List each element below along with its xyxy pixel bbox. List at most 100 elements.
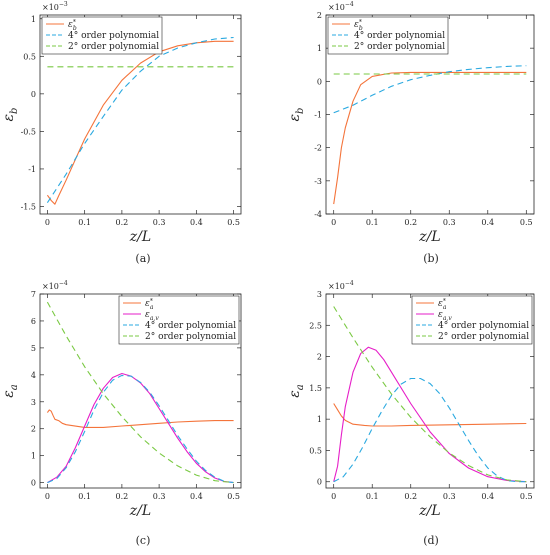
- x-tick-label: 0.5: [227, 492, 240, 501]
- series-line-1: [333, 65, 527, 114]
- legend-entry-label: 2° order polynomial: [68, 42, 159, 52]
- panel-caption: (d): [423, 534, 439, 547]
- axis-exponent-label: ×10−4: [328, 1, 354, 12]
- legend-entry-label: εa,v: [145, 310, 159, 322]
- legend-entry-label: ε* b: [68, 19, 77, 32]
- x-tick-label: 0: [331, 492, 336, 501]
- x-tick-label: 0.4: [481, 218, 494, 227]
- y-tick-label: -3: [314, 177, 322, 186]
- y-tick-label: 2: [31, 425, 36, 434]
- y-axis-label: εb: [287, 108, 306, 122]
- x-tick-label: 0.2: [116, 492, 129, 501]
- legend-entry-label: ε* a: [438, 298, 447, 311]
- series-line-2: [47, 374, 234, 484]
- y-axis-label: εa: [287, 384, 306, 398]
- x-axis-label: z/L: [129, 503, 151, 519]
- x-tick-label: 0: [45, 218, 50, 227]
- y-tick-label: 0: [31, 90, 36, 99]
- y-tick-label: 3: [317, 290, 322, 299]
- y-tick-label: 7: [31, 290, 36, 299]
- axis-exponent-label: ×10−4: [42, 280, 68, 291]
- x-tick-label: 0.3: [443, 492, 456, 501]
- y-tick-label: -1.5: [21, 202, 36, 211]
- y-tick-label: -2: [314, 144, 322, 153]
- y-tick-label: 0.5: [23, 52, 36, 61]
- y-tick-label: 0: [31, 479, 36, 488]
- y-tick-label: 1.5: [309, 384, 322, 393]
- chart-panel-3: 0 0.1 0.2 0.3 0.4 0.5 0 0.5 1 1.5 2 2.5 3 ×10−4 ε* aεa,…: [287, 280, 535, 547]
- legend-entry-label: 2° order polynomial: [438, 332, 529, 342]
- axis-exponent-label: ×10−4: [328, 280, 354, 291]
- x-tick-label: 0.2: [404, 492, 417, 501]
- x-tick-label: 0.5: [520, 492, 533, 501]
- legend-entry-label: 4° order polynomial: [145, 321, 236, 331]
- y-tick-label: -1: [314, 111, 322, 120]
- y-axis-label: εa: [1, 384, 20, 398]
- series-line-3: [46, 301, 234, 484]
- x-tick-label: 0.3: [443, 218, 456, 227]
- y-tick-label: -0.5: [21, 127, 36, 136]
- y-tick-label: 2.5: [309, 321, 322, 330]
- legend-entry-label: ε* a: [145, 298, 154, 311]
- y-tick-label: -4: [314, 210, 322, 219]
- x-tick-label: 0.4: [190, 218, 203, 227]
- x-tick-label: 0.3: [153, 492, 166, 501]
- y-tick-label: 1: [31, 452, 36, 461]
- series-line-0: [46, 409, 234, 428]
- y-tick-label: -1: [28, 165, 36, 174]
- x-tick-label: 0.5: [520, 218, 533, 227]
- legend-entry-label: εa,v: [438, 310, 452, 322]
- legend-entry-label: ε* b: [354, 19, 363, 32]
- legend-entry-label: 4° order polynomial: [354, 31, 445, 41]
- y-tick-label: 0: [317, 77, 322, 86]
- series-line-0: [333, 71, 527, 205]
- y-tick-label: 1: [317, 415, 322, 424]
- x-tick-label: 0.5: [227, 218, 240, 227]
- panel-caption: (a): [135, 252, 150, 265]
- x-tick-label: 0.4: [481, 492, 494, 501]
- y-tick-label: 1: [317, 44, 322, 53]
- x-axis-label: z/L: [129, 229, 151, 245]
- y-tick-label: 2: [317, 353, 322, 362]
- y-tick-label: 0: [317, 478, 322, 487]
- x-tick-label: 0.1: [78, 492, 91, 501]
- x-tick-label: 0: [331, 218, 336, 227]
- x-tick-label: 0: [45, 492, 50, 501]
- plot-area-frame: [39, 293, 242, 489]
- series-line-2: [333, 377, 527, 483]
- x-tick-label: 0.2: [116, 218, 129, 227]
- y-tick-label: 3: [31, 398, 36, 407]
- series-line-3: [333, 306, 527, 483]
- panel-caption: (b): [423, 252, 439, 265]
- x-tick-label: 0.1: [366, 492, 379, 501]
- x-axis-label: z/L: [418, 229, 440, 245]
- chart-panel-2: 0 0.1 0.2 0.3 0.4 0.5 0 1 2 3 4 5 6 7 ×10−4 ε* aεa,v4° o…: [1, 280, 242, 547]
- x-tick-label: 0.3: [153, 218, 166, 227]
- legend-entry-label: 2° order polynomial: [145, 332, 236, 342]
- plot-area-frame: [325, 293, 535, 489]
- legend-entry-label: 4° order polynomial: [438, 321, 529, 331]
- axis-exponent-label: ×10−3: [42, 1, 68, 12]
- series-line-1: [47, 372, 234, 484]
- legend-entry-label: 4° order polynomial: [68, 31, 159, 41]
- series-line-0: [333, 403, 527, 427]
- y-tick-label: 5: [31, 344, 36, 353]
- x-axis-label: z/L: [418, 503, 440, 519]
- y-tick-label: 2: [317, 11, 322, 20]
- series-line-1: [333, 346, 527, 483]
- y-tick-label: 6: [31, 317, 36, 326]
- y-tick-label: 1: [31, 15, 36, 24]
- chart-panel-0: 0 0.1 0.2 0.3 0.4 0.5-1.5-1-0.500.51×10−3ε* b4…: [1, 1, 242, 265]
- y-tick-label: 0.5: [309, 446, 322, 455]
- y-axis-label: εb: [1, 108, 20, 122]
- series-line-0: [46, 40, 234, 205]
- y-tick-label: 4: [31, 371, 36, 380]
- panel-caption: (c): [136, 534, 151, 547]
